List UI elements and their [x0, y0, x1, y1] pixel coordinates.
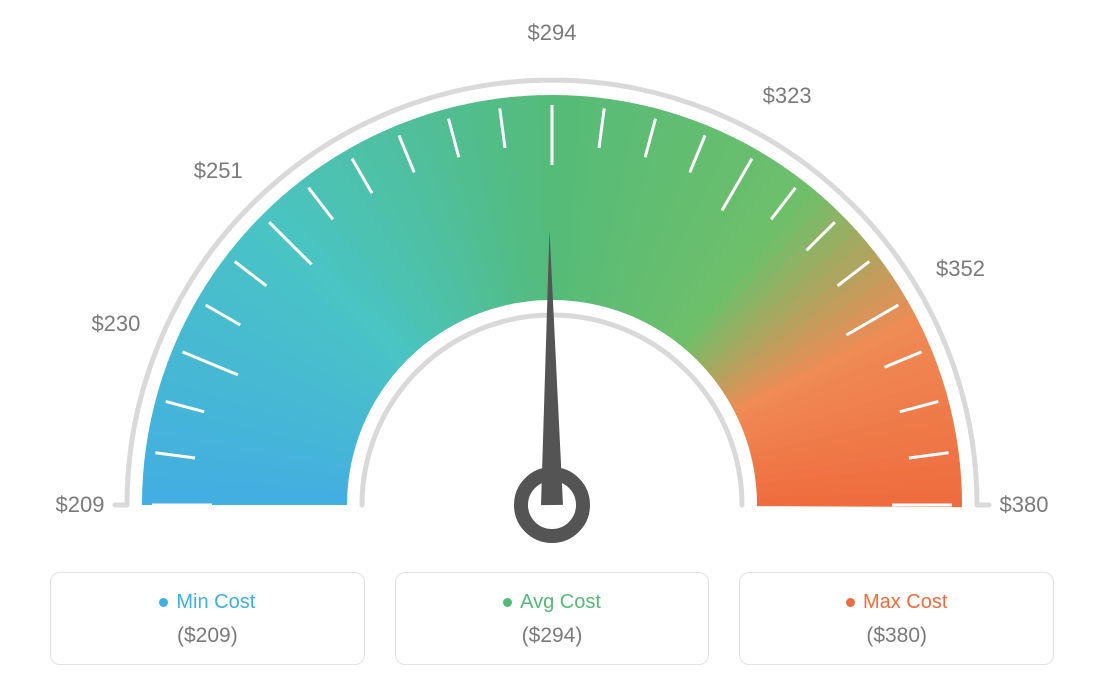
legend-label-text: Max Cost — [863, 591, 947, 614]
cost-gauge-chart: $209 $230 $251 $294 $323 $352 $380 — [0, 0, 1104, 545]
legend-value-text: ($380) — [750, 624, 1043, 648]
legend-title: Max Cost — [846, 591, 947, 614]
legend-label-text: Avg Cost — [520, 591, 601, 614]
legend-title: Avg Cost — [503, 591, 601, 614]
legend-card-min: Min Cost ($209) — [50, 572, 365, 665]
legend-card-max: Max Cost ($380) — [739, 572, 1054, 665]
gauge-tick-label: $251 — [194, 158, 243, 184]
legend-value-text: ($209) — [61, 624, 354, 648]
legend-label-text: Min Cost — [176, 591, 255, 614]
legend-value-text: ($294) — [406, 624, 699, 648]
legend-card-avg: Avg Cost ($294) — [395, 572, 710, 665]
legend-dot-icon — [846, 598, 855, 607]
gauge-tick-label: $380 — [1000, 492, 1049, 518]
gauge-tick-label: $230 — [91, 311, 140, 337]
legend-row: Min Cost ($209) Avg Cost ($294) Max Cost ($38… — [50, 572, 1054, 665]
legend-dot-icon — [503, 598, 512, 607]
gauge-tick-label: $209 — [56, 492, 105, 518]
gauge-tick-label: $323 — [763, 83, 812, 109]
gauge-tick-label: $352 — [936, 256, 985, 282]
gauge-tick-label: $294 — [528, 20, 577, 46]
legend-dot-icon — [159, 598, 168, 607]
legend-title: Min Cost — [159, 591, 255, 614]
